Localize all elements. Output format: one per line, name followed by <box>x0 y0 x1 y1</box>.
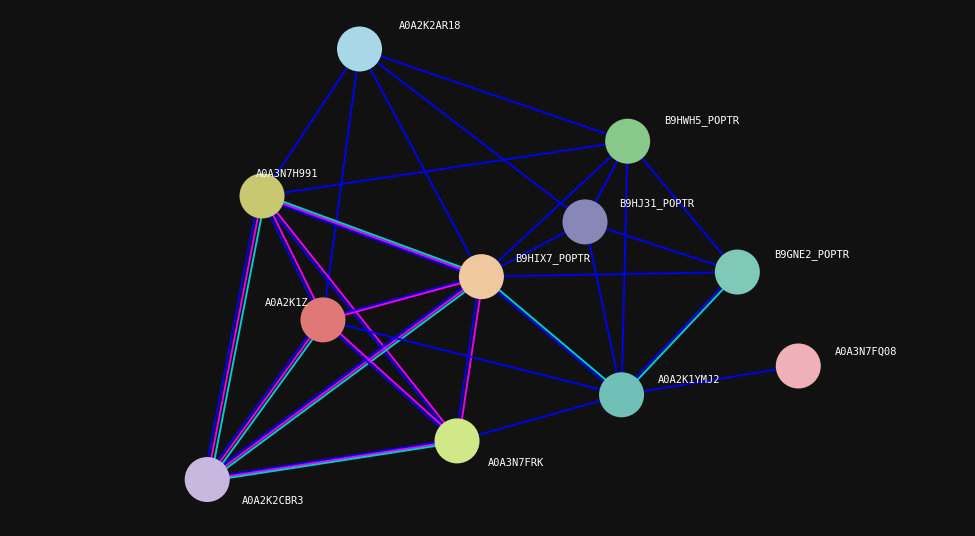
Point <box>474 272 489 281</box>
Text: A0A3N7H991: A0A3N7H991 <box>255 169 319 179</box>
Text: B9HWH5_POPTR: B9HWH5_POPTR <box>664 116 739 126</box>
Point <box>254 192 270 200</box>
Text: A0A3N7FRK: A0A3N7FRK <box>488 458 544 468</box>
Text: A0A2K1YMJ2: A0A2K1YMJ2 <box>658 375 721 385</box>
Text: A0A2K2CBR3: A0A2K2CBR3 <box>242 496 304 507</box>
Text: B9HIX7_POPTR: B9HIX7_POPTR <box>516 253 591 264</box>
Text: B9HJ31_POPTR: B9HJ31_POPTR <box>619 198 694 209</box>
Text: A0A3N7FQ08: A0A3N7FQ08 <box>835 347 897 356</box>
Point <box>352 44 368 53</box>
Text: A0A2K2AR18: A0A2K2AR18 <box>399 21 461 31</box>
Text: A0A2K1Z: A0A2K1Z <box>264 297 308 308</box>
Point <box>449 437 465 445</box>
Point <box>791 362 806 370</box>
Point <box>614 391 630 399</box>
Point <box>315 316 331 324</box>
Point <box>577 218 593 226</box>
Text: B9GNE2_POPTR: B9GNE2_POPTR <box>774 249 849 260</box>
Point <box>729 268 745 277</box>
Point <box>199 475 214 484</box>
Point <box>620 137 636 145</box>
